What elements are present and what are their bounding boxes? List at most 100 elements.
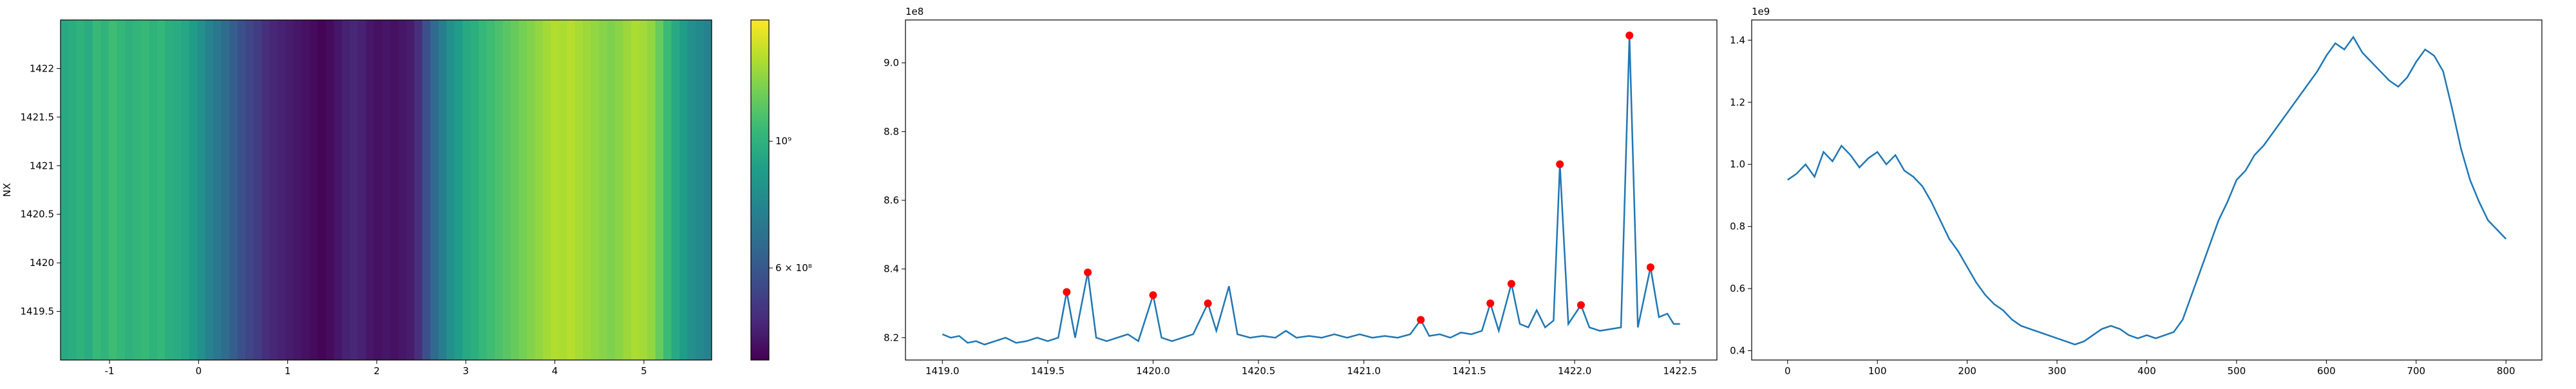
- peak-marker: [1625, 32, 1634, 39]
- y-tick-label: 0.4: [1730, 345, 1745, 357]
- heatmap-cell: [68, 20, 77, 360]
- heatmap-cell: [341, 20, 350, 360]
- y-tick-label: 1421.5: [21, 111, 55, 123]
- y-tick-label: 8.4: [884, 263, 899, 275]
- heatmap-cell: [245, 20, 254, 360]
- heatmap-cell: [278, 20, 287, 360]
- heatmap-cell: [269, 20, 278, 360]
- heatmap-cell: [357, 20, 366, 360]
- heatmap-cell: [325, 20, 334, 360]
- y-tick-label: 1419.5: [21, 306, 55, 318]
- heatmap-cell: [366, 20, 375, 360]
- y-tick-label: 1.4: [1730, 34, 1745, 46]
- heatmap-cell: [61, 20, 70, 360]
- heatmap-cell: [607, 20, 616, 360]
- heatmap-cell: [253, 20, 262, 360]
- peak-marker: [1063, 288, 1071, 296]
- heatmap-cell: [374, 20, 383, 360]
- y-tick-label: 8.8: [884, 126, 899, 137]
- heatmap-cell: [124, 20, 133, 360]
- x-tick-label: 5: [641, 365, 647, 377]
- x-tick-label: 700: [2407, 365, 2425, 377]
- heatmap-cell: [398, 20, 407, 360]
- line: [1787, 35, 2507, 346]
- heatmap-cell: [108, 20, 117, 360]
- x-tick-label: 3: [463, 365, 469, 377]
- peak-marker: [1507, 280, 1515, 288]
- y-tick-label: 1422: [30, 62, 54, 74]
- heatmap-cell: [671, 20, 680, 360]
- y-tick-label: 0.8: [1730, 221, 1745, 232]
- y-tick-label: 1420.5: [21, 209, 55, 220]
- axes-frame: [905, 19, 1718, 361]
- x-tick-label: 1422.5: [1663, 365, 1697, 377]
- heatmap-cell: [438, 20, 447, 360]
- heatmap-cell: [237, 20, 246, 360]
- heatmap-cell: [623, 20, 632, 360]
- x-tick-label: 1422.0: [1558, 365, 1592, 377]
- x-tick-label: 0: [196, 365, 202, 377]
- heatmap-cell: [583, 20, 592, 360]
- heatmap-cell: [261, 20, 270, 360]
- colorbar-tick-label: 10⁹: [775, 135, 791, 147]
- heatmap-cell: [173, 20, 182, 360]
- heatmap-cell: [390, 20, 399, 360]
- heatmap-cell: [382, 20, 391, 360]
- heatmap-cell: [470, 20, 479, 360]
- peak-marker: [1577, 301, 1585, 309]
- peak-marker: [1486, 299, 1495, 307]
- heatmap-cell: [655, 20, 664, 360]
- heatmap-cell: [430, 20, 439, 360]
- heatmap-cell: [446, 20, 455, 360]
- heatmap-cell: [334, 20, 343, 360]
- x-tick-label: 500: [2228, 365, 2246, 377]
- x-tick-label: 600: [2317, 365, 2336, 377]
- heatmap-cell: [574, 20, 583, 360]
- heatmap-cell: [526, 20, 536, 360]
- axes-frame: [1751, 19, 2543, 361]
- heatmap-cell: [679, 20, 688, 360]
- colorbar-tick-label: 6 × 10⁸: [775, 262, 812, 274]
- x-tick-label: 800: [2497, 365, 2515, 377]
- peak-marker: [1149, 291, 1157, 299]
- heatmap-cell: [165, 20, 174, 360]
- heatmap-cell: [558, 20, 567, 360]
- x-tick-label: 100: [1868, 365, 1887, 377]
- y-tick-label: 1421: [30, 160, 54, 171]
- heatmap-cell: [92, 20, 102, 360]
- heatmap-cell: [317, 20, 327, 360]
- peak-marker: [1556, 160, 1564, 168]
- x-tick-label: -1: [105, 365, 115, 377]
- heatmap-cell: [639, 20, 648, 360]
- y-axis-label: NX: [1, 183, 13, 197]
- heatmap-cell: [213, 20, 222, 360]
- heatmap-cell: [181, 20, 190, 360]
- y-tick-label: 1420: [30, 257, 54, 269]
- x-tick-label: 300: [2048, 365, 2067, 377]
- heatmap-cell: [84, 20, 93, 360]
- heatmap-cell: [156, 20, 166, 360]
- heatmap-cell: [149, 20, 158, 360]
- x-tick-label: 1421.0: [1347, 365, 1381, 377]
- heatmap-cell: [301, 20, 310, 360]
- y-tick-label: 0.6: [1730, 283, 1745, 294]
- line: [942, 35, 1680, 346]
- x-tick-label: 2: [374, 365, 380, 377]
- heatmap-cell: [478, 20, 488, 360]
- colorbar: [750, 19, 770, 361]
- x-tick-label: 4: [552, 365, 558, 377]
- heatmap-cell: [76, 20, 86, 360]
- x-tick-label: 400: [2137, 365, 2156, 377]
- heatmap-cell: [687, 20, 696, 360]
- axes-frame: [60, 19, 712, 361]
- heatmap-cell: [703, 20, 712, 360]
- x-tick-label: 1419.5: [1031, 365, 1065, 377]
- heatmap-cell: [117, 20, 126, 360]
- heatmap-cell: [100, 20, 109, 360]
- x-tick-label: 0: [1785, 365, 1791, 377]
- heatmap-cell: [205, 20, 214, 360]
- heatmap-cell: [285, 20, 294, 360]
- heatmap-cell: [631, 20, 640, 360]
- y-tick-label: 9.0: [884, 57, 899, 69]
